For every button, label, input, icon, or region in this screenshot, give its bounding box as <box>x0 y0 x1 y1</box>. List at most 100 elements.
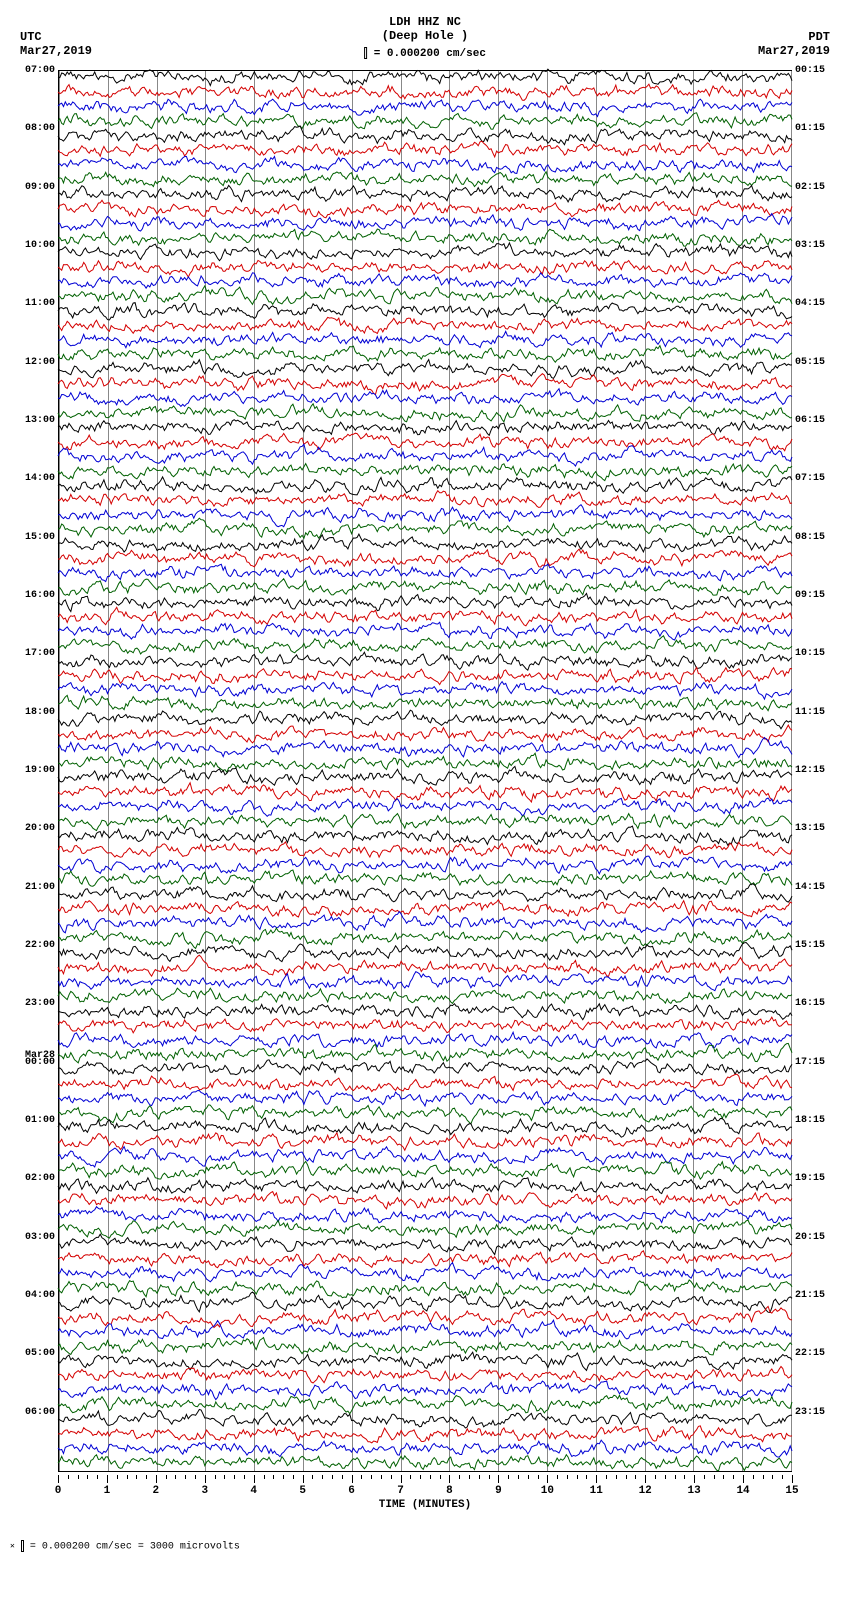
right-tz-label: PDT <box>758 30 830 44</box>
tick-minor <box>635 1475 636 1479</box>
scale-text: = 0.000200 cm/sec <box>374 48 486 60</box>
left-time-label: 22:00 <box>10 940 55 951</box>
right-date-label: Mar27,2019 <box>758 44 830 58</box>
tick-label: 7 <box>397 1485 404 1497</box>
left-time-label: 10:00 <box>10 240 55 251</box>
left-time-label: 18:00 <box>10 707 55 718</box>
tick-minor <box>166 1475 167 1479</box>
left-time-label: 15:00 <box>10 532 55 543</box>
header: UTC Mar27,2019 LDH HHZ NC (Deep Hole ) =… <box>10 10 840 70</box>
tick-minor <box>312 1475 313 1479</box>
tick-major <box>498 1475 499 1483</box>
header-center: LDH HHZ NC (Deep Hole ) = 0.000200 cm/se… <box>364 15 486 60</box>
tick-minor <box>704 1475 705 1479</box>
right-time-label: 04:15 <box>795 298 840 309</box>
tick-minor <box>489 1475 490 1479</box>
left-time-label: 14:00 <box>10 473 55 484</box>
tick-minor <box>763 1475 764 1479</box>
right-time-label: 20:15 <box>795 1232 840 1243</box>
left-time-label: 19:00 <box>10 765 55 776</box>
tick-minor <box>684 1475 685 1479</box>
tick-minor <box>479 1475 480 1479</box>
left-tz-label: UTC <box>20 30 92 44</box>
right-time-label: 10:15 <box>795 648 840 659</box>
plot-area: 07:0008:0009:0010:0011:0012:0013:0014:00… <box>10 70 840 1530</box>
tick-major <box>254 1475 255 1483</box>
tick-minor <box>469 1475 470 1479</box>
left-time-label: 06:00 <box>10 1407 55 1418</box>
tick-label: 4 <box>250 1485 257 1497</box>
tick-minor <box>117 1475 118 1479</box>
left-time-label: 17:00 <box>10 648 55 659</box>
tick-minor <box>78 1475 79 1479</box>
tick-minor <box>293 1475 294 1479</box>
tick-minor <box>557 1475 558 1479</box>
left-date-label: Mar27,2019 <box>20 44 92 58</box>
tick-minor <box>567 1475 568 1479</box>
tick-minor <box>273 1475 274 1479</box>
tick-minor <box>733 1475 734 1479</box>
tick-minor <box>606 1475 607 1479</box>
footer: ✕ = 0.000200 cm/sec = 3000 microvolts <box>10 1540 840 1553</box>
right-time-label: 17:15 <box>795 1057 840 1068</box>
station-name: (Deep Hole ) <box>364 29 486 43</box>
tick-minor <box>723 1475 724 1479</box>
tick-minor <box>753 1475 754 1479</box>
tick-label: 1 <box>104 1485 111 1497</box>
tick-minor <box>655 1475 656 1479</box>
left-time-label: 02:00 <box>10 1173 55 1184</box>
tick-major <box>792 1475 793 1483</box>
tick-major <box>694 1475 695 1483</box>
tick-major <box>156 1475 157 1483</box>
tick-label: 14 <box>736 1485 749 1497</box>
right-time-label: 13:15 <box>795 823 840 834</box>
tick-minor <box>342 1475 343 1479</box>
left-time-label: 12:00 <box>10 357 55 368</box>
left-time-label: 21:00 <box>10 882 55 893</box>
tick-minor <box>626 1475 627 1479</box>
left-time-label: 08:00 <box>10 123 55 134</box>
tick-minor <box>782 1475 783 1479</box>
tick-minor <box>136 1475 137 1479</box>
tick-minor <box>195 1475 196 1479</box>
tick-minor <box>361 1475 362 1479</box>
left-time-label: 00:00 <box>10 1057 55 1068</box>
tick-minor <box>371 1475 372 1479</box>
tick-label: 9 <box>495 1485 502 1497</box>
tick-minor <box>215 1475 216 1479</box>
tick-minor <box>508 1475 509 1479</box>
tick-minor <box>146 1475 147 1479</box>
right-time-label: 02:15 <box>795 182 840 193</box>
right-time-label: 22:15 <box>795 1348 840 1359</box>
tick-minor <box>430 1475 431 1479</box>
tick-minor <box>175 1475 176 1479</box>
tick-major <box>107 1475 108 1483</box>
header-right: PDT Mar27,2019 <box>758 30 830 58</box>
tick-minor <box>538 1475 539 1479</box>
left-time-label: 20:00 <box>10 823 55 834</box>
scale-indicator: = 0.000200 cm/sec <box>364 47 486 60</box>
left-time-label: 03:00 <box>10 1232 55 1243</box>
tick-label: 11 <box>590 1485 603 1497</box>
tick-minor <box>616 1475 617 1479</box>
tick-minor <box>391 1475 392 1479</box>
tick-minor <box>332 1475 333 1479</box>
traces-layer <box>58 70 792 1470</box>
left-time-label: 11:00 <box>10 298 55 309</box>
tick-label: 13 <box>688 1485 701 1497</box>
tick-minor <box>772 1475 773 1479</box>
footer-text: = 0.000200 cm/sec = 3000 microvolts <box>30 1542 240 1553</box>
tick-minor <box>577 1475 578 1479</box>
tick-minor <box>87 1475 88 1479</box>
right-time-label: 19:15 <box>795 1173 840 1184</box>
right-time-label: 03:15 <box>795 240 840 251</box>
right-time-label: 14:15 <box>795 882 840 893</box>
tick-minor <box>185 1475 186 1479</box>
tick-label: 2 <box>153 1485 160 1497</box>
tick-minor <box>244 1475 245 1479</box>
seismic-trace <box>58 1451 792 1475</box>
tick-minor <box>264 1475 265 1479</box>
tick-major <box>303 1475 304 1483</box>
tick-major <box>205 1475 206 1483</box>
tick-major <box>401 1475 402 1483</box>
